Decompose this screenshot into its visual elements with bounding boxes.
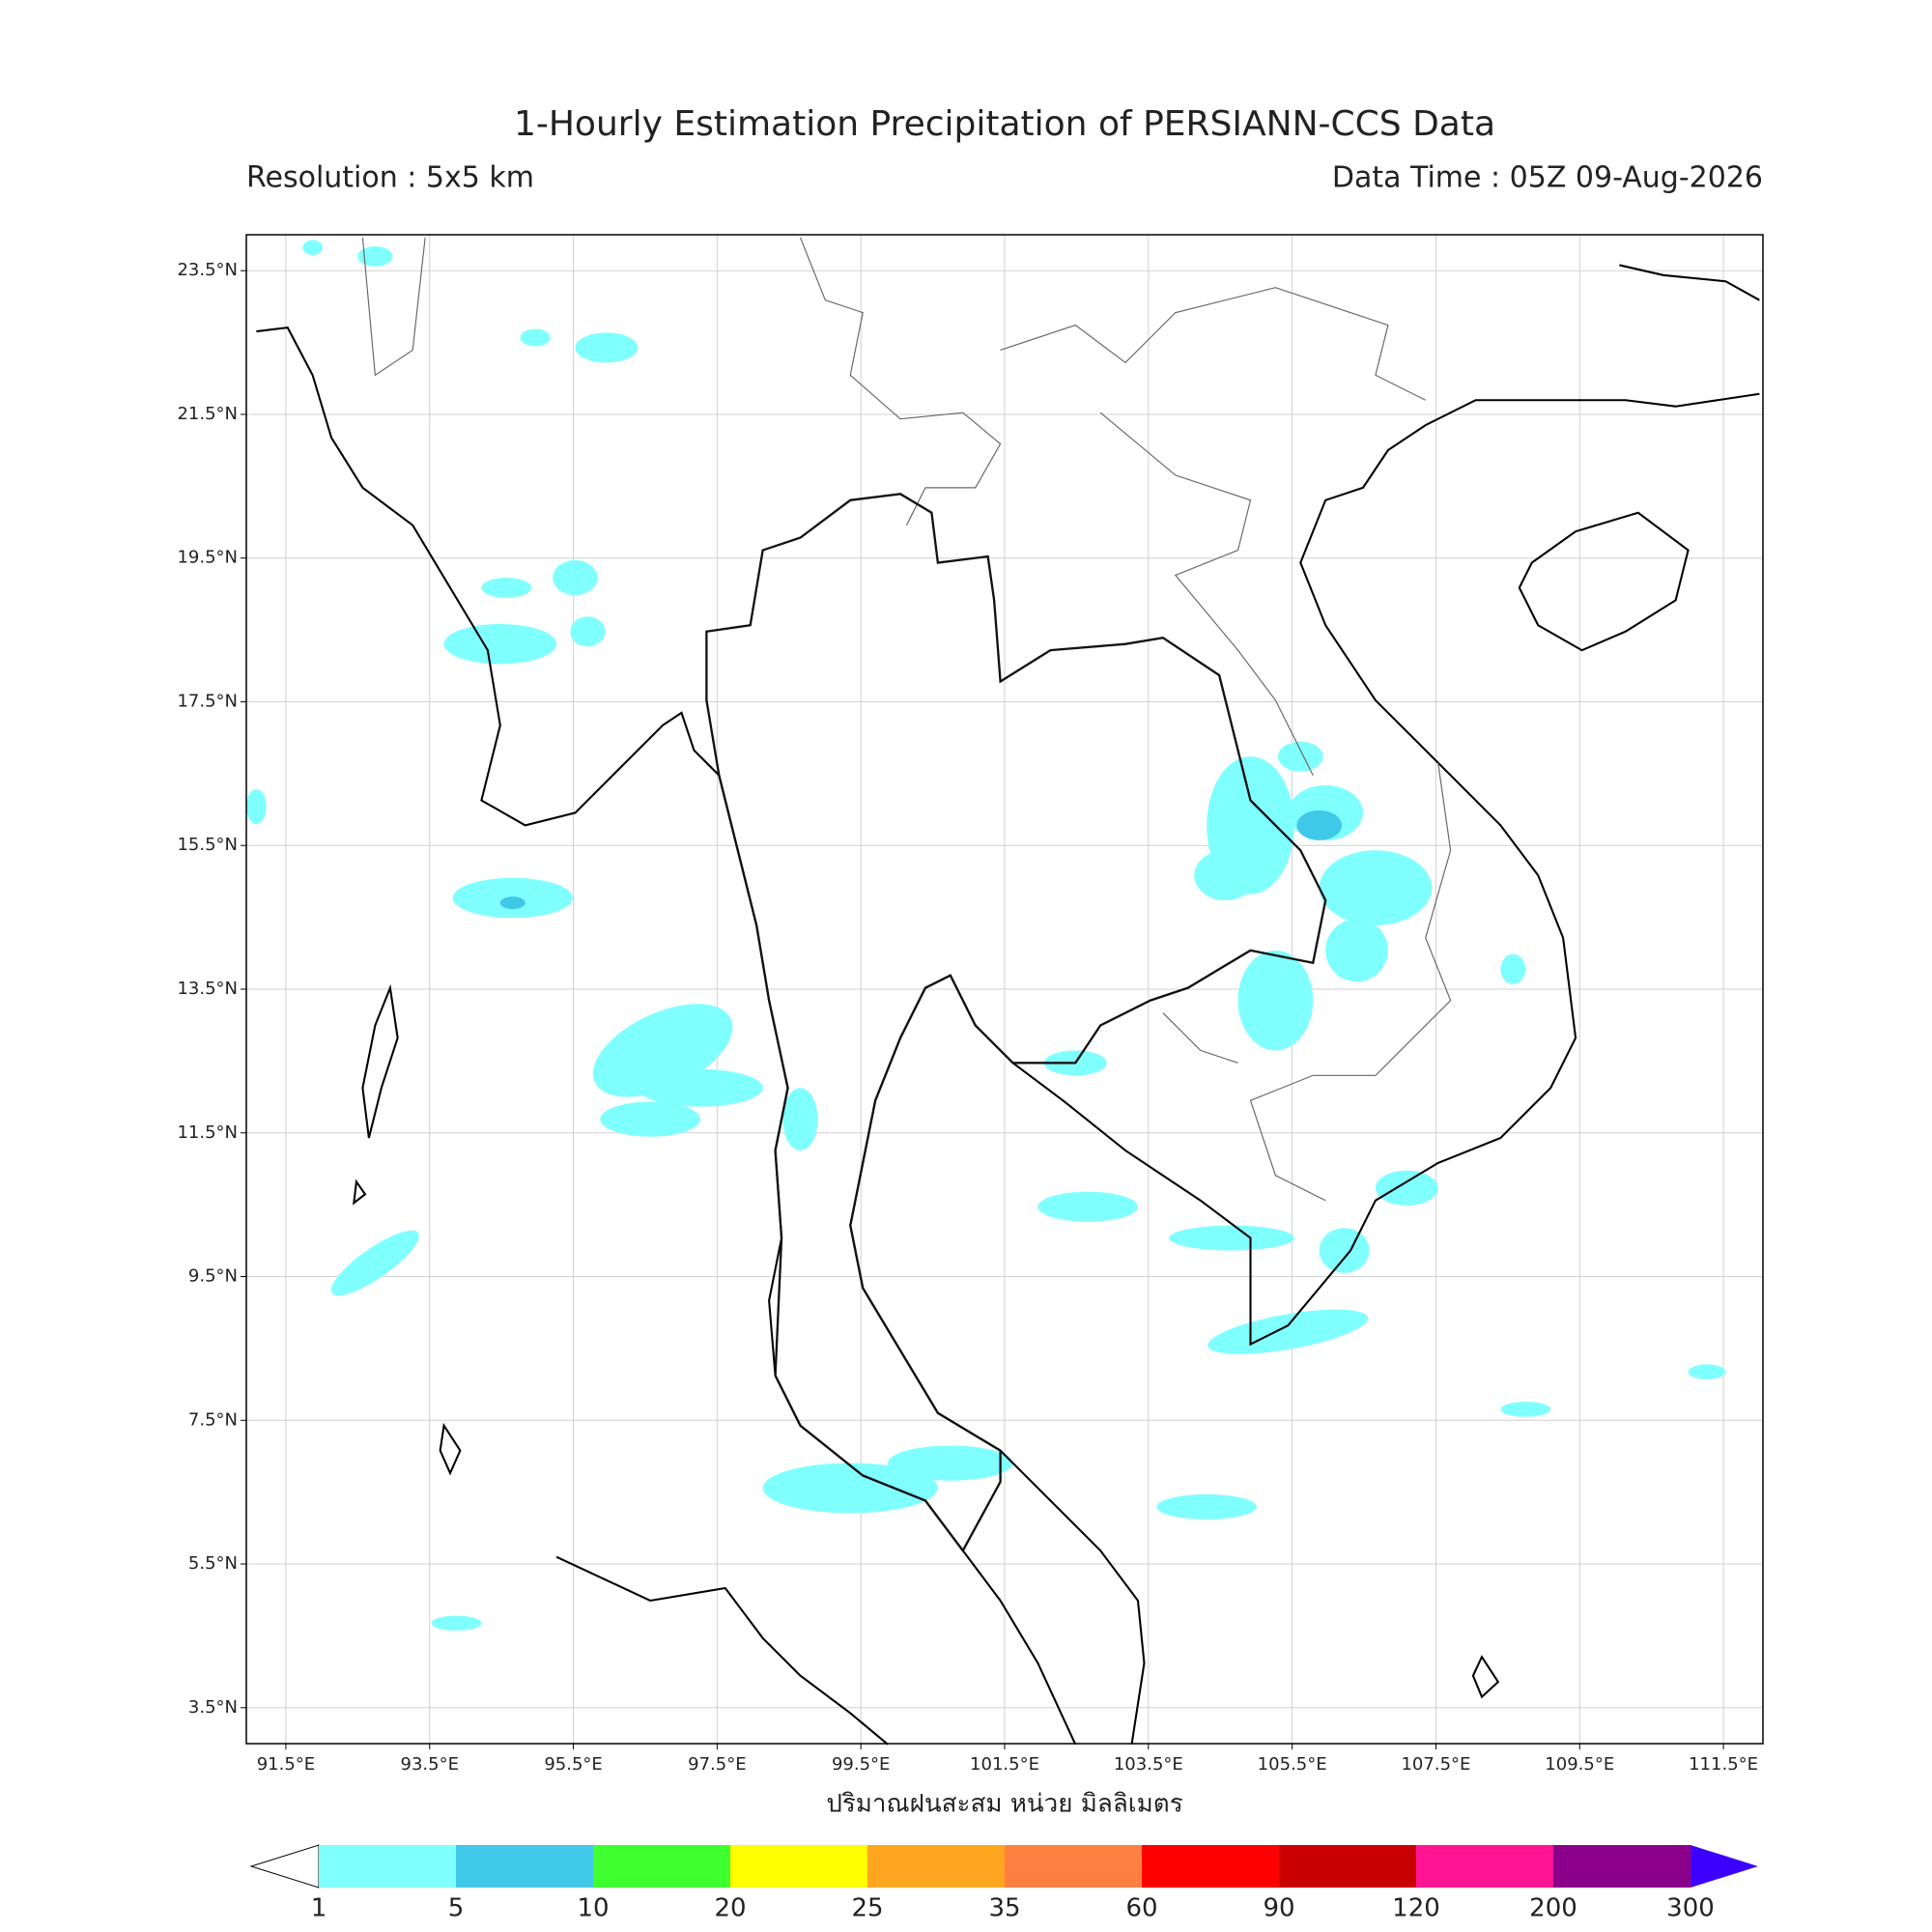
map-layer (246, 237, 1760, 1746)
y-tick-label: 21.5°N (177, 404, 238, 424)
x-tick-label: 109.5°E (1545, 1754, 1614, 1775)
resolution: Resolution : 5x5 km (246, 161, 534, 195)
colorbar-label: 90 (1263, 1894, 1294, 1923)
colorbar-label: 25 (851, 1894, 883, 1923)
y-tick-label: 9.5°N (188, 1266, 238, 1287)
coastline (1518, 511, 1690, 652)
x-tick-label: 91.5°E (257, 1754, 315, 1775)
colorbar-box (456, 1845, 594, 1888)
colorbar-box (730, 1845, 868, 1888)
y-tick-label: 15.5°N (177, 835, 238, 855)
y-tick-label: 7.5°N (188, 1409, 238, 1430)
coastline (353, 983, 1500, 1699)
x-tick-label: 95.5°E (544, 1754, 602, 1775)
colorbar: 1 5 10 20 25 35 60 90 120 200 300 (249, 1844, 1758, 1923)
colorbar-over (1690, 1845, 1758, 1888)
colorbar-box (1005, 1845, 1143, 1888)
x-tick-label: 93.5°E (401, 1754, 459, 1775)
data-time: Data Time : 05Z 09-Aug-2026 (1332, 161, 1763, 195)
x-tick-label: 111.5°E (1689, 1754, 1758, 1775)
y-tick-label: 19.5°N (177, 548, 238, 568)
title: 1-Hourly Estimation Precipitation of PER… (514, 104, 1495, 144)
y-tick-label: 3.5°N (188, 1697, 238, 1718)
colorbar-box (593, 1845, 731, 1888)
colorbar-box (1142, 1845, 1280, 1888)
colorbar-box (1416, 1845, 1554, 1888)
colorbar-label: 20 (714, 1894, 746, 1923)
colorbar-box (867, 1845, 1006, 1888)
x-axis-label: ปริมาณฝนสะสม หน่วย มิลลิเมตร (826, 1790, 1182, 1819)
y-tick-label: 5.5°N (188, 1553, 238, 1574)
colorbar-label: 10 (577, 1894, 609, 1923)
y-tick-label: 11.5°N (177, 1122, 238, 1143)
x-tick-label: 97.5°E (688, 1754, 746, 1775)
colorbar-box (1553, 1845, 1691, 1888)
y-tick-label: 13.5°N (177, 979, 238, 999)
x-tick-label: 99.5°E (832, 1754, 890, 1775)
thailand-border (705, 493, 1327, 1553)
colorbar-label: 300 (1666, 1894, 1715, 1923)
colorbar-box (1279, 1845, 1417, 1888)
border (361, 237, 1452, 1202)
x-tick-label: 105.5°E (1258, 1754, 1327, 1775)
x-tick-label: 107.5°E (1401, 1754, 1470, 1775)
y-tick-label: 23.5°N (177, 260, 238, 280)
colorbar-box (319, 1845, 457, 1888)
rain-areas (246, 240, 1726, 1632)
colorbar-label: 120 (1392, 1894, 1440, 1923)
colorbar-label: 35 (988, 1894, 1020, 1923)
colorbar-label: 1 (311, 1894, 327, 1923)
colorbar-under (249, 1844, 320, 1889)
coastline (555, 1555, 889, 1746)
x-tick-label: 101.5°E (970, 1754, 1039, 1775)
x-tick-label: 103.5°E (1114, 1754, 1183, 1775)
grid (246, 235, 1763, 1744)
colorbar-label: 200 (1529, 1894, 1577, 1923)
colorbar-label: 60 (1125, 1894, 1157, 1923)
y-tick-label: 17.5°N (177, 691, 238, 711)
colorbar-label: 5 (448, 1894, 465, 1923)
coastline (1619, 264, 1760, 301)
coastline (849, 392, 1760, 1745)
